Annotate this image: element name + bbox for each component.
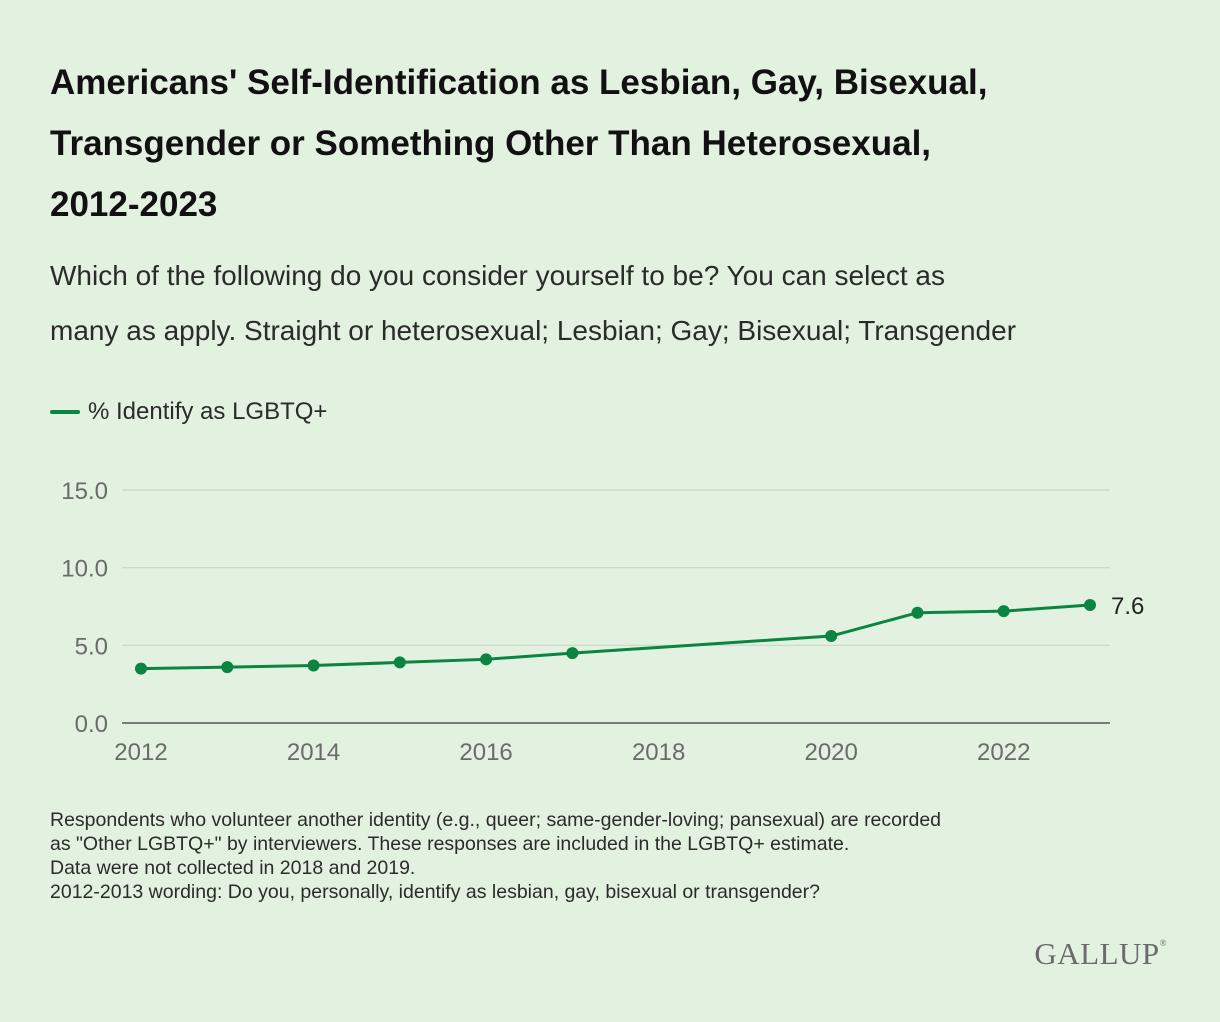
data-point [221, 661, 234, 674]
x-tick-label: 2022 [977, 739, 1030, 766]
data-point [566, 647, 579, 660]
subtitle-line: Which of the following do you consider y… [50, 260, 945, 291]
data-point [307, 659, 320, 672]
x-tick-label: 2020 [804, 739, 857, 766]
chart-notes: Respondents who volunteer another identi… [50, 808, 1190, 904]
y-tick-label: 10.0 [61, 556, 108, 583]
series-line [139, 603, 1092, 671]
note-line: Respondents who volunteer another identi… [50, 809, 942, 831]
data-point [1084, 598, 1096, 611]
chart-title-line: Americans' Self-Identification as Lesbia… [50, 63, 988, 102]
gallup-logo: GALLUP® [1034, 936, 1167, 972]
legend-label: % Identify as LGBTQ+ [88, 398, 328, 425]
registered-mark: ® [1159, 938, 1167, 948]
data-point [393, 656, 406, 669]
y-tick-label: 0.0 [75, 711, 108, 738]
x-tick-label: 2014 [287, 739, 340, 766]
data-point [825, 630, 838, 643]
end-value-label: 7.6 [1111, 593, 1144, 620]
chart-title: Americans' Self-Identification as Lesbia… [50, 52, 1180, 235]
data-point [480, 653, 493, 666]
x-tick-label: 2012 [114, 739, 167, 766]
data-point [135, 662, 147, 675]
y-tick-label: 15.0 [61, 478, 108, 505]
note-line: 2012-2013 wording: Do you, personally, i… [50, 881, 820, 903]
subtitle-line: many as apply. Straight or heterosexual;… [50, 315, 1017, 346]
chart-title-line: 2012-2023 [50, 185, 218, 224]
data-point [911, 606, 924, 619]
data-point [997, 605, 1010, 618]
chart-title-line: Transgender or Something Other Than Hete… [50, 124, 932, 163]
grid-layer [122, 489, 1110, 724]
legend-swatch [50, 410, 80, 414]
chart-subtitle: Which of the following do you consider y… [50, 248, 1180, 358]
logo-text: GALLUP [1034, 936, 1160, 971]
y-tick-label: 5.0 [75, 633, 108, 660]
series-layer: 7.6 [135, 593, 1144, 675]
x-tick-label: 2016 [459, 739, 512, 766]
note-line: Data were not collected in 2018 and 2019… [50, 857, 416, 879]
note-line: as "Other LGBTQ+" by interviewers. These… [50, 833, 850, 855]
chart-legend: % Identify as LGBTQ+ [50, 398, 327, 426]
x-tick-label: 2018 [632, 739, 685, 766]
